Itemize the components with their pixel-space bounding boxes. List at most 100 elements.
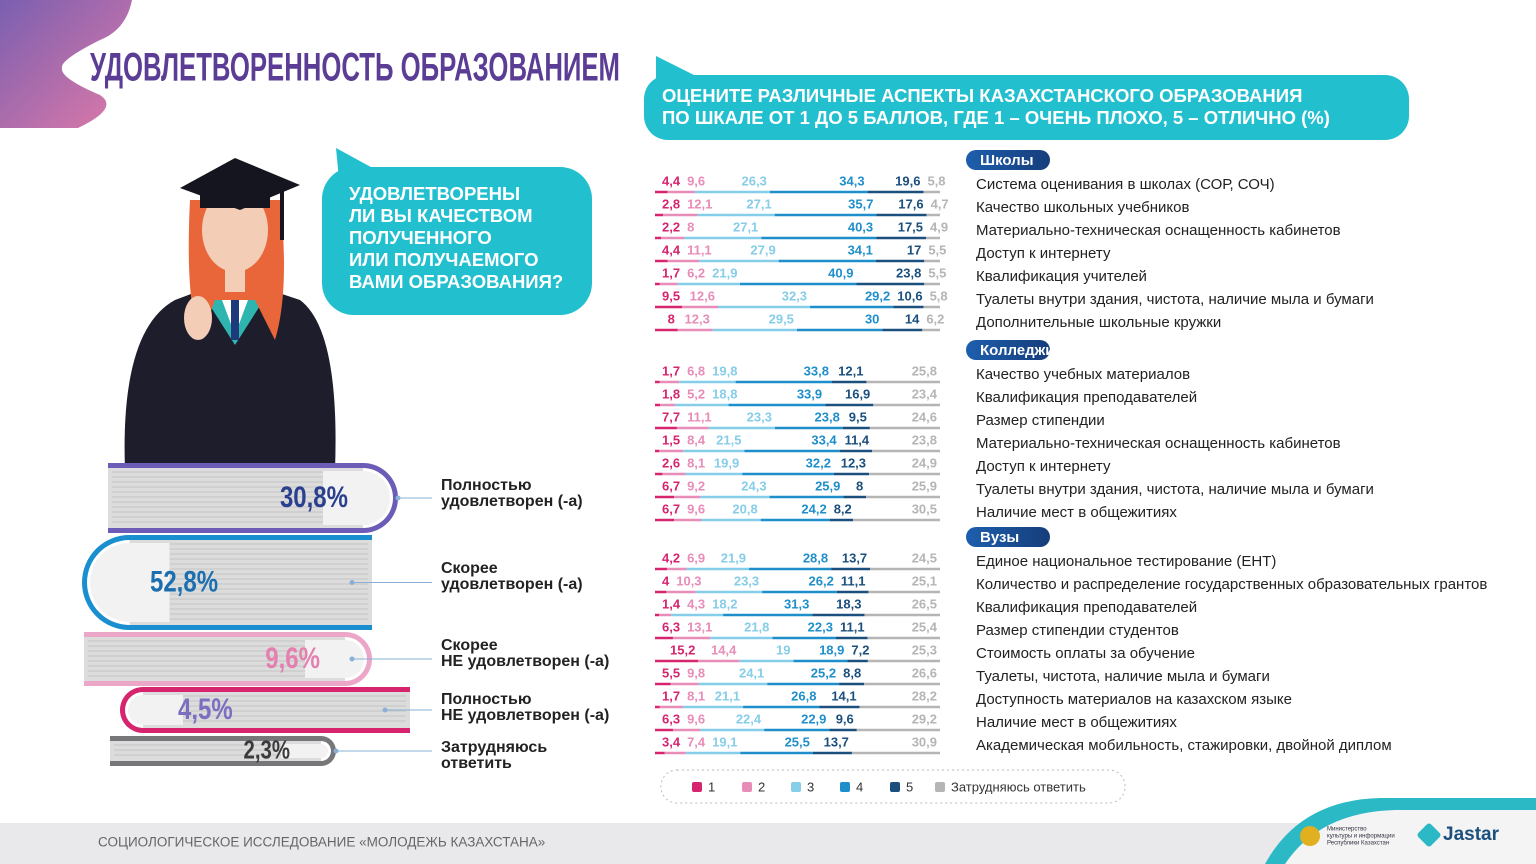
value-label: 21,5 — [716, 432, 741, 447]
value-label: 26,8 — [791, 688, 816, 703]
value-label: 21,9 — [712, 265, 737, 280]
book-label: Затрудняюсь — [441, 739, 547, 756]
value-label: 22,3 — [808, 619, 833, 634]
value-label: 32,2 — [806, 455, 831, 470]
row-label: Доступность материалов на казахском язык… — [976, 691, 1292, 708]
value-label: 6,2 — [687, 265, 705, 280]
value-label: 8,2 — [834, 501, 852, 516]
row-label: Туалеты, чистота, наличие мыла и бумаги — [976, 668, 1270, 685]
section-pill — [966, 527, 1050, 547]
book-spine-inner — [90, 543, 170, 622]
value-label: 23,8 — [912, 432, 937, 447]
book-label: Полностью — [441, 691, 532, 708]
value-label: 30,9 — [912, 734, 937, 749]
row-label: Единое национальное тестирование (ЕНТ) — [976, 553, 1276, 570]
value-label: 20,8 — [732, 501, 757, 516]
legend-label: 4 — [856, 779, 863, 794]
book — [108, 463, 398, 533]
row-label: Стоимость оплаты за обучение — [976, 645, 1195, 662]
value-label: 25,8 — [912, 363, 937, 378]
value-label: 9,6 — [687, 173, 705, 188]
book-value: 4,5% — [178, 691, 233, 725]
value-label: 24,6 — [912, 409, 937, 424]
value-label: 2,6 — [662, 455, 680, 470]
value-label: 26,5 — [912, 596, 937, 611]
value-label: 2,2 — [662, 219, 680, 234]
row-label: Материально-техническая оснащенность каб… — [976, 222, 1341, 239]
value-label: 17,5 — [898, 219, 923, 234]
value-label: 23,8 — [815, 409, 840, 424]
value-label: 13,1 — [687, 619, 712, 634]
value-label: 23,8 — [896, 265, 921, 280]
book-pages — [129, 539, 372, 626]
value-label: 9,6 — [687, 711, 705, 726]
book-value: 30,8% — [280, 479, 348, 513]
book-pages — [143, 691, 410, 729]
value-label: 5,2 — [687, 386, 705, 401]
value-label: 22,4 — [736, 711, 762, 726]
value-label: 4,2 — [662, 550, 680, 565]
legend-swatch — [791, 782, 801, 792]
value-label: 33,8 — [804, 363, 829, 378]
value-label: 12,6 — [690, 288, 715, 303]
row-label: Квалификация преподавателей — [976, 389, 1197, 406]
row-label: Количество и распределение государственн… — [976, 576, 1487, 593]
value-label: 5,5 — [662, 665, 680, 680]
row-label: Наличие мест в общежитиях — [976, 714, 1177, 731]
value-label: 11,1 — [840, 619, 865, 634]
value-label: 17 — [907, 242, 921, 257]
value-label: 10,6 — [897, 288, 922, 303]
value-label: 3,4 — [662, 734, 681, 749]
legend-label: 5 — [906, 779, 913, 794]
book-value: 2,3% — [244, 736, 290, 765]
brand-icon — [1417, 823, 1441, 847]
value-label: 4,9 — [930, 219, 948, 234]
row-label: Размер стипендии — [976, 412, 1105, 429]
value-label: 6,7 — [662, 478, 680, 493]
value-label: 40,9 — [828, 265, 853, 280]
section-title: Вузы — [980, 529, 1019, 546]
value-label: 30,5 — [912, 501, 937, 516]
book-label: удовлетворен (-а) — [441, 493, 583, 510]
book-spine-inner — [128, 695, 183, 725]
value-label: 5,5 — [928, 265, 946, 280]
value-label: 21,1 — [715, 688, 740, 703]
value-label: 25,3 — [912, 642, 937, 657]
value-label: 21,9 — [721, 550, 746, 565]
value-label: 1,7 — [662, 688, 680, 703]
value-label: 25,1 — [912, 573, 937, 588]
value-label: 5,8 — [927, 173, 945, 188]
value-label: 4,4 — [662, 242, 681, 257]
row-label: Квалификация учителей — [976, 268, 1147, 285]
value-label: 11,4 — [845, 432, 870, 447]
value-label: 6,8 — [687, 363, 705, 378]
footer-text: СОЦИОЛОГИЧЕСКОЕ ИССЛЕДОВАНИЕ «МОЛОДЕЖЬ К… — [98, 835, 545, 850]
question-line: ВАМИ ОБРАЗОВАНИЯ? — [349, 271, 563, 292]
row-label: Доступ к интернету — [976, 458, 1111, 475]
value-label: 11,1 — [687, 242, 712, 257]
book-pages — [110, 740, 321, 762]
value-label: 8,4 — [687, 432, 706, 447]
value-label: 29,2 — [865, 288, 890, 303]
value-label: 32,3 — [782, 288, 807, 303]
section-title: Колледжи — [980, 342, 1055, 359]
value-label: 8 — [668, 311, 675, 326]
question-bubble — [322, 167, 592, 315]
book-label: ответить — [441, 755, 512, 772]
book-label: НЕ удовлетворен (-а) — [441, 653, 609, 670]
book — [82, 535, 373, 631]
row-label: Туалеты внутри здания, чистота, наличие … — [976, 481, 1374, 498]
value-label: 5,8 — [930, 288, 948, 303]
value-label: 22,9 — [801, 711, 826, 726]
value-label: 27,1 — [733, 219, 758, 234]
legend-swatch — [692, 782, 702, 792]
value-label: 1,7 — [662, 265, 680, 280]
value-label: 7,2 — [851, 642, 869, 657]
value-label: 18,3 — [836, 596, 861, 611]
value-label: 1,5 — [662, 432, 680, 447]
row-label: Материально-техническая оснащенность каб… — [976, 435, 1341, 452]
value-label: 11,1 — [841, 573, 866, 588]
value-label: 9,6 — [687, 501, 705, 516]
legend-swatch — [742, 782, 752, 792]
